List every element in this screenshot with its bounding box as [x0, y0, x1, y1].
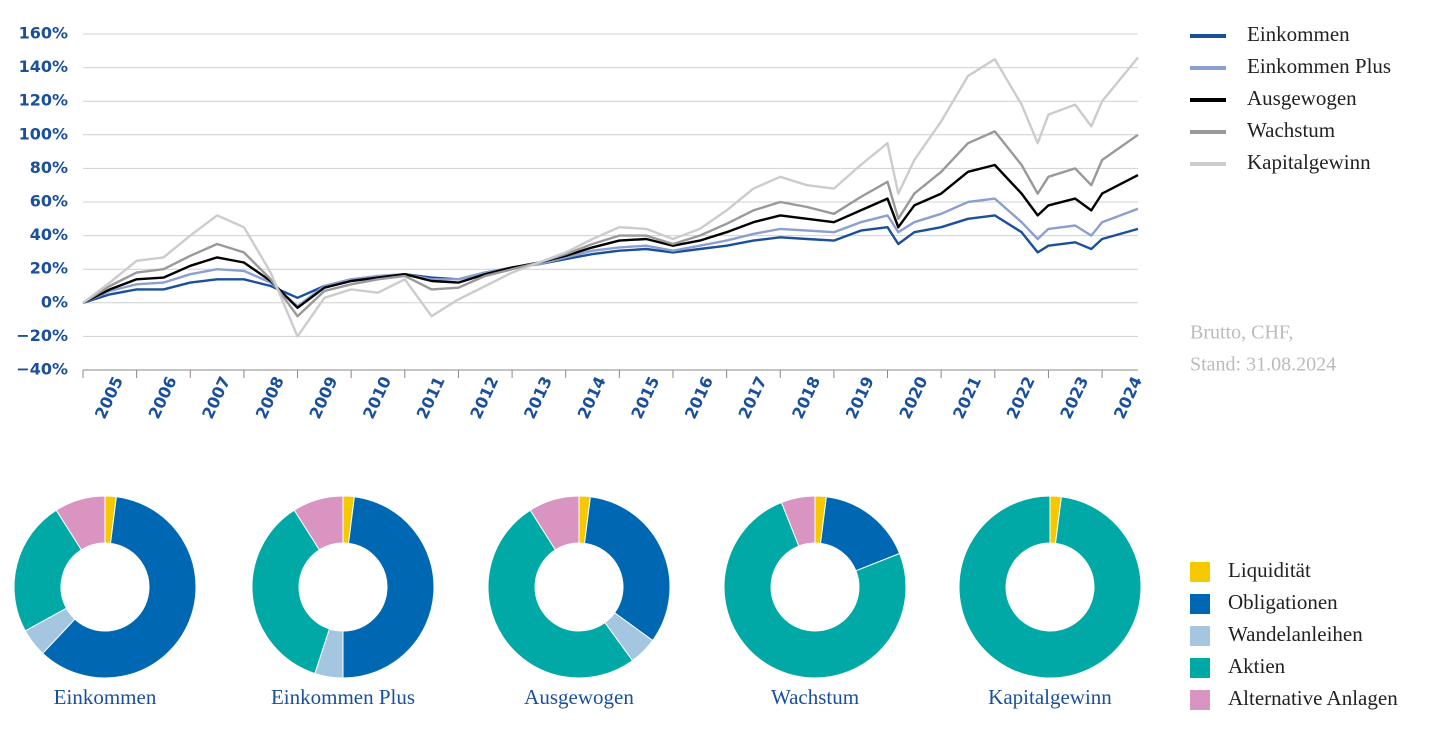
x-tick-label: 2005	[91, 373, 127, 421]
legend-label: Kapitalgewinn	[1247, 150, 1371, 174]
legend-label: Einkommen Plus	[1247, 54, 1391, 78]
y-tick-label: 120%	[19, 91, 68, 110]
x-tick-label: 2007	[198, 373, 234, 421]
x-tick-label: 2009	[305, 373, 341, 421]
annotation: Brutto, CHF,	[1190, 322, 1293, 344]
x-tick-label: 2014	[574, 373, 610, 421]
line-series	[82, 130, 1139, 318]
legend-swatch	[1190, 626, 1210, 646]
legend-label: Alternative Anlagen	[1228, 686, 1398, 710]
x-tick-label: 2012	[466, 373, 502, 421]
y-tick-label: 60%	[30, 192, 68, 211]
pie-title: Einkommen Plus	[271, 685, 415, 709]
line-series	[82, 163, 1139, 309]
x-tick-label: 2016	[681, 373, 717, 421]
x-tick-label: 2011	[413, 373, 449, 421]
pie-slice	[13, 509, 83, 632]
legend-swatch	[1190, 594, 1210, 614]
pie-slice	[529, 495, 580, 551]
pie-slice	[958, 495, 1142, 679]
x-tick-label: 2017	[735, 373, 771, 421]
legend-label: Einkommen	[1247, 22, 1350, 46]
x-tick-label: 2022	[1003, 373, 1039, 421]
x-tick-label: 2020	[895, 373, 931, 421]
pie-title: Kapitalgewinn	[988, 685, 1112, 709]
pie-slice	[251, 509, 331, 675]
line-series	[82, 214, 1139, 304]
x-tick-label: 2019	[842, 373, 878, 421]
legend-label: Liquidität	[1228, 558, 1311, 582]
pie-title: Wachstum	[771, 685, 859, 709]
annotation: Stand: 31.08.2024	[1190, 354, 1336, 376]
pie-title: Einkommen	[54, 685, 157, 709]
y-tick-label: 140%	[19, 57, 68, 76]
legend-swatch	[1190, 690, 1210, 710]
legend-label: Ausgewogen	[1247, 86, 1357, 110]
y-tick-label: 80%	[30, 158, 68, 177]
legend-label: Aktien	[1228, 654, 1286, 678]
y-tick-label: 40%	[30, 225, 68, 244]
pie-slice	[55, 495, 106, 551]
x-tick-label: 2013	[520, 373, 556, 421]
legend-label: Wandelanleihen	[1228, 622, 1363, 646]
pie-slice	[723, 501, 907, 679]
x-tick-label: 2021	[949, 373, 985, 421]
y-tick-label: 20%	[30, 259, 68, 278]
pie-slice	[41, 496, 197, 679]
legend-label: Wachstum	[1247, 118, 1335, 142]
x-tick-label: 2006	[145, 373, 181, 421]
pie-slice	[342, 496, 435, 679]
legend-swatch	[1190, 562, 1210, 582]
line-series	[82, 56, 1139, 338]
y-tick-label: 160%	[19, 24, 68, 43]
pie-slice	[487, 509, 634, 679]
x-tick-label: 2015	[627, 373, 663, 421]
x-tick-label: 2023	[1056, 373, 1092, 421]
x-tick-label: 2010	[359, 373, 395, 421]
pie-slice	[293, 495, 344, 551]
y-tick-label: 100%	[19, 124, 68, 143]
x-tick-label: 2008	[252, 373, 288, 421]
legend-label: Obligationen	[1228, 590, 1338, 614]
pie-title: Ausgewogen	[524, 685, 634, 709]
y-tick-label: −20%	[16, 326, 68, 345]
pie-slice	[780, 495, 816, 547]
x-tick-label: 2024	[1110, 373, 1146, 421]
y-tick-label: 0%	[41, 292, 68, 311]
x-tick-label: 2018	[788, 373, 824, 421]
y-tick-label: −40%	[16, 360, 68, 379]
legend-swatch	[1190, 658, 1210, 678]
pie-slice	[583, 496, 671, 642]
